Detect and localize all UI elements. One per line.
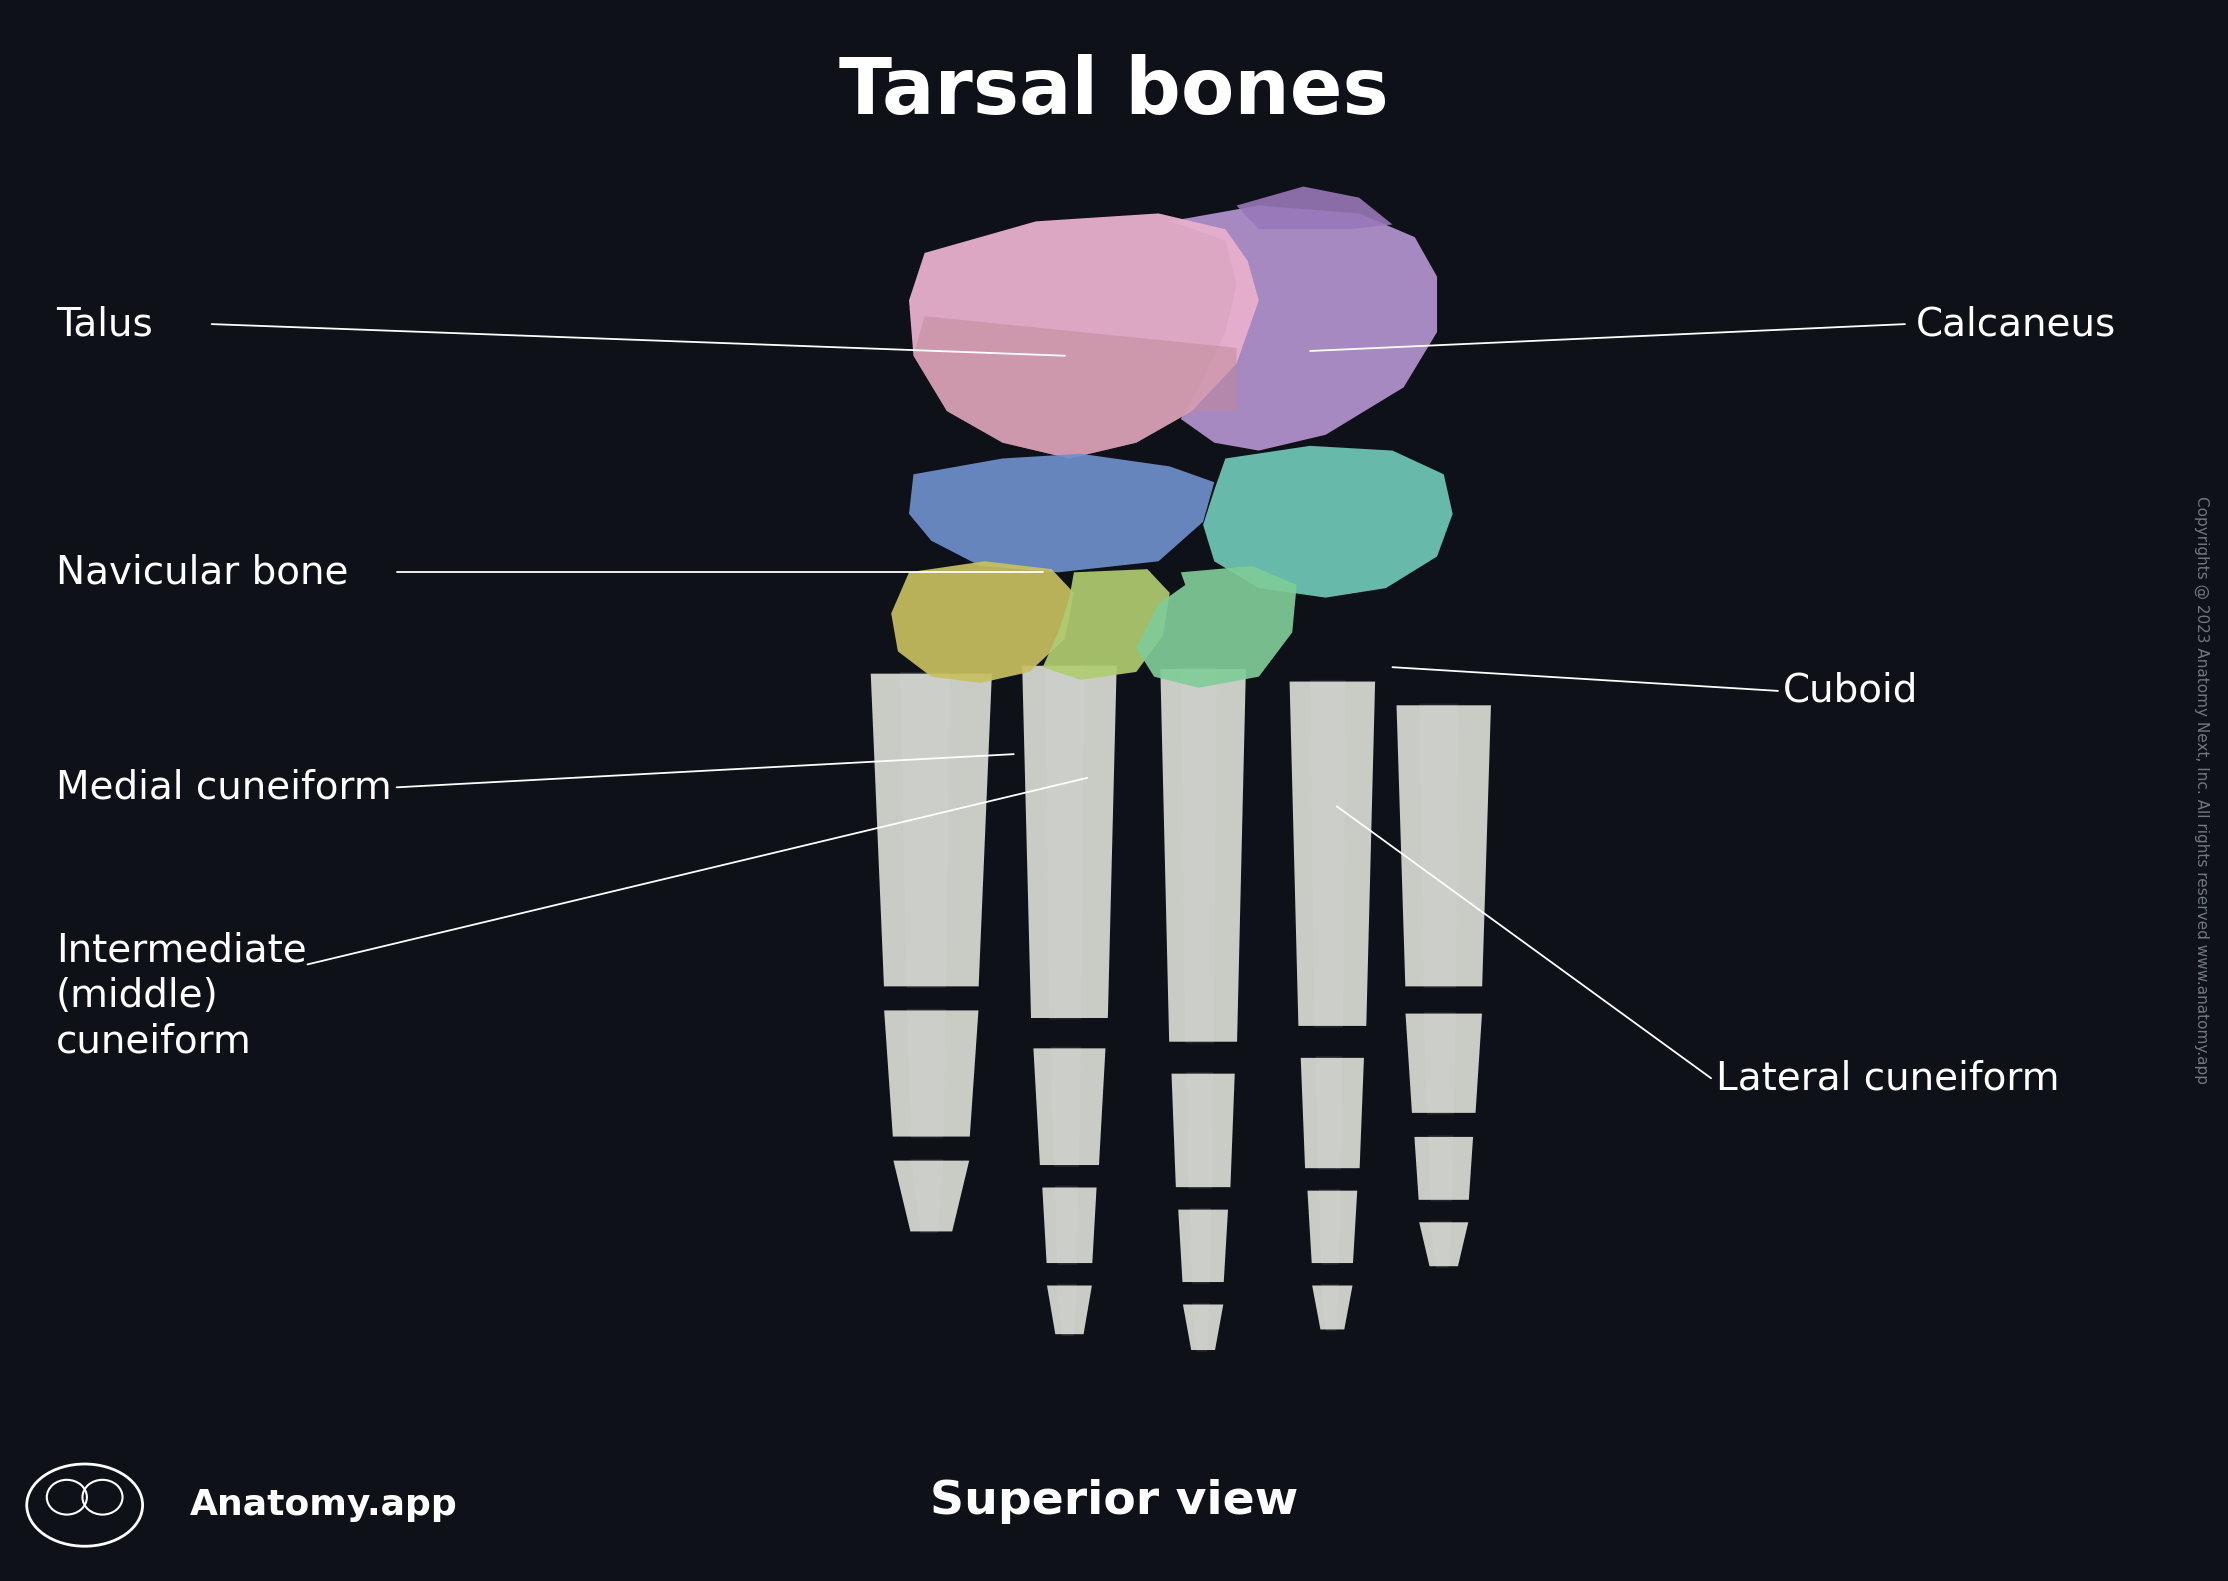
Text: Talus: Talus — [56, 305, 152, 343]
Polygon shape — [1058, 1284, 1076, 1336]
Polygon shape — [1170, 206, 1437, 451]
Polygon shape — [1188, 1072, 1212, 1189]
Polygon shape — [1310, 1284, 1355, 1331]
Polygon shape — [1404, 1012, 1484, 1115]
Polygon shape — [1299, 1056, 1366, 1170]
Polygon shape — [1045, 1284, 1094, 1336]
Polygon shape — [1032, 1047, 1107, 1167]
Polygon shape — [1310, 680, 1346, 1028]
Polygon shape — [869, 672, 994, 988]
Polygon shape — [1190, 1208, 1212, 1284]
Polygon shape — [882, 1009, 980, 1138]
Polygon shape — [1181, 667, 1216, 1043]
Polygon shape — [907, 1009, 947, 1138]
Text: Intermediate
(middle)
cuneiform: Intermediate (middle) cuneiform — [56, 931, 307, 1061]
Polygon shape — [1136, 566, 1297, 688]
Text: Medial cuneiform: Medial cuneiform — [56, 768, 392, 806]
Text: Calcaneus: Calcaneus — [1916, 305, 2117, 343]
Polygon shape — [1203, 446, 1453, 598]
Text: Cuboid: Cuboid — [1782, 672, 1918, 710]
Polygon shape — [1317, 1056, 1341, 1170]
Polygon shape — [1319, 1189, 1341, 1265]
Polygon shape — [891, 561, 1074, 683]
Polygon shape — [900, 672, 949, 988]
Polygon shape — [1056, 1186, 1078, 1265]
Text: Superior view: Superior view — [929, 1480, 1299, 1524]
Polygon shape — [1417, 1221, 1470, 1268]
Polygon shape — [1043, 569, 1170, 680]
Polygon shape — [1176, 1208, 1230, 1284]
Polygon shape — [1181, 1303, 1225, 1352]
Polygon shape — [1288, 680, 1377, 1028]
Text: Lateral cuneiform: Lateral cuneiform — [1716, 1059, 2059, 1097]
Polygon shape — [1159, 667, 1248, 1043]
Text: Tarsal bones: Tarsal bones — [840, 54, 1388, 130]
Polygon shape — [913, 316, 1237, 458]
Polygon shape — [1040, 1186, 1098, 1265]
Polygon shape — [1052, 1047, 1081, 1167]
Text: Navicular bone: Navicular bone — [56, 553, 348, 591]
Polygon shape — [1306, 1189, 1359, 1265]
Polygon shape — [1430, 1221, 1453, 1268]
Polygon shape — [1237, 187, 1392, 229]
Polygon shape — [1192, 1303, 1210, 1352]
Polygon shape — [909, 213, 1259, 458]
Polygon shape — [891, 1159, 971, 1233]
Polygon shape — [1419, 704, 1459, 988]
Polygon shape — [1428, 1135, 1453, 1202]
Polygon shape — [909, 454, 1214, 572]
Polygon shape — [1020, 664, 1118, 1020]
Polygon shape — [1395, 704, 1493, 988]
Polygon shape — [911, 1159, 942, 1233]
Text: Copyrights @ 2023 Anatomy Next, Inc. All rights reserved www.anatomy.app: Copyrights @ 2023 Anatomy Next, Inc. All… — [2195, 496, 2208, 1085]
Polygon shape — [1413, 1135, 1475, 1202]
Text: Anatomy.app: Anatomy.app — [189, 1488, 457, 1523]
Polygon shape — [1321, 1284, 1339, 1331]
Polygon shape — [1170, 1072, 1237, 1189]
Polygon shape — [1424, 1012, 1455, 1115]
Polygon shape — [1045, 664, 1085, 1020]
